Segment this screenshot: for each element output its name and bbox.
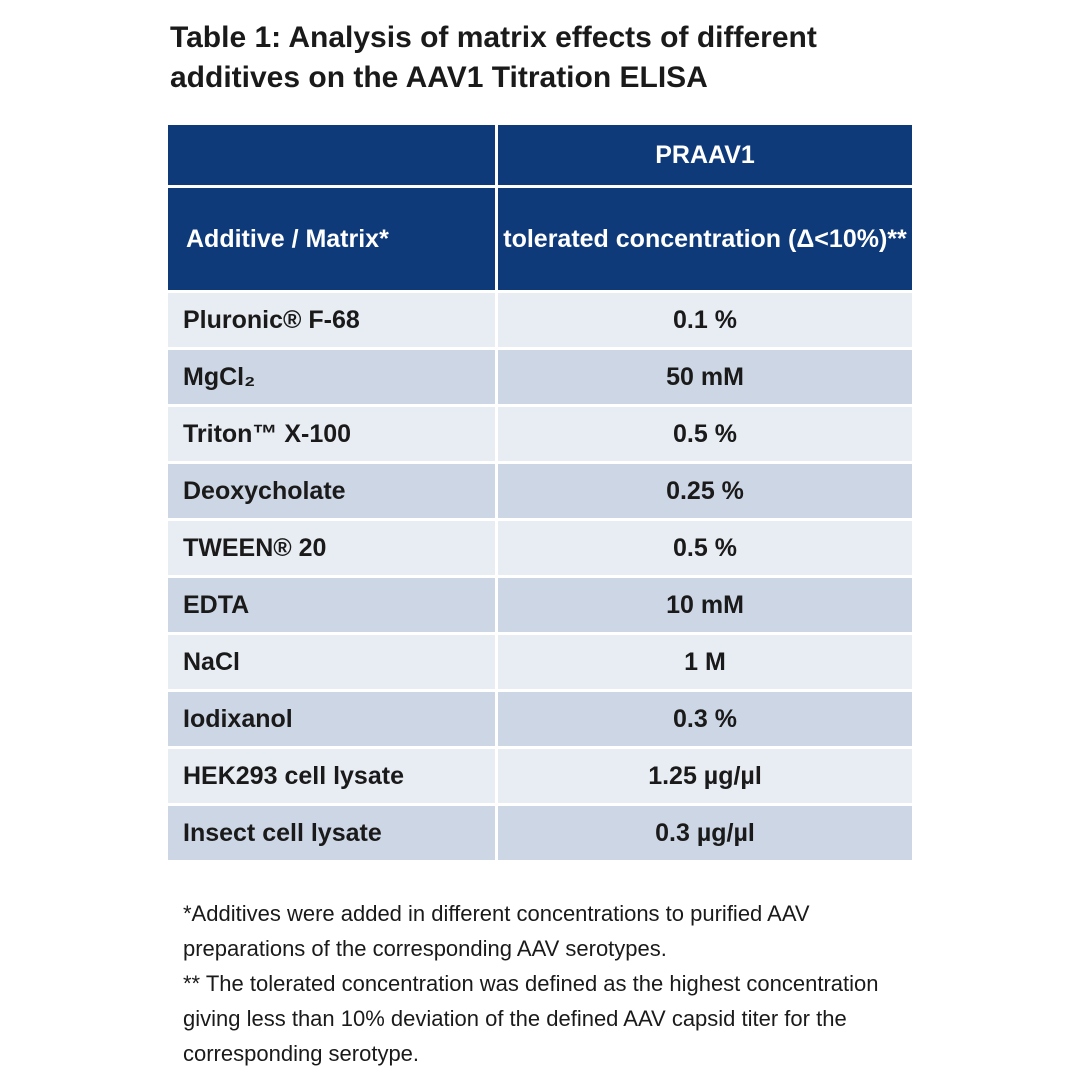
table-title: Table 1: Analysis of matrix effects of d… bbox=[170, 21, 817, 94]
concentration-cell: 0.3 µg/µl bbox=[498, 806, 912, 860]
additive-cell: TWEEN® 20 bbox=[168, 521, 495, 575]
additive-cell: NaCl bbox=[168, 635, 495, 689]
concentration-cell: 50 mM bbox=[498, 350, 912, 404]
footnotes: *Additives were added in different conce… bbox=[183, 896, 913, 1071]
additive-cell: Iodixanol bbox=[168, 692, 495, 746]
group-header: PRAAV1 bbox=[498, 125, 912, 185]
concentration-cell: 1.25 µg/µl bbox=[498, 749, 912, 803]
footnote: *Additives were added in different conce… bbox=[183, 901, 810, 961]
table-row: Iodixanol 0.3 % bbox=[168, 692, 912, 746]
additive-cell: HEK293 cell lysate bbox=[168, 749, 495, 803]
table-body: Pluronic® F-68 0.1 % MgCl₂ 50 mM Triton™ X-1… bbox=[168, 293, 912, 860]
table-row: MgCl₂ 50 mM bbox=[168, 350, 912, 404]
additive-cell: Insect cell lysate bbox=[168, 806, 495, 860]
concentration-cell: 1 M bbox=[498, 635, 912, 689]
concentration-cell: 0.25 % bbox=[498, 464, 912, 518]
table-row: NaCl 1 M bbox=[168, 635, 912, 689]
table-row: HEK293 cell lysate 1.25 µg/µl bbox=[168, 749, 912, 803]
concentration-cell: 10 mM bbox=[498, 578, 912, 632]
concentration-cell: 0.5 % bbox=[498, 521, 912, 575]
column-header: tolerated concentration (Δ<10%)** bbox=[498, 188, 912, 290]
data-table: PRAAV1 Additive / Matrix* tolerated conc… bbox=[165, 122, 915, 863]
concentration-cell: 0.5 % bbox=[498, 407, 912, 461]
additive-cell: Triton™ X-100 bbox=[168, 407, 495, 461]
additive-cell: MgCl₂ bbox=[168, 350, 495, 404]
column-header: Additive / Matrix* bbox=[168, 188, 495, 290]
table-row: Deoxycholate 0.25 % bbox=[168, 464, 912, 518]
additive-cell: EDTA bbox=[168, 578, 495, 632]
table-row: Pluronic® F-68 0.1 % bbox=[168, 293, 912, 347]
table-row: TWEEN® 20 0.5 % bbox=[168, 521, 912, 575]
additive-cell: Deoxycholate bbox=[168, 464, 495, 518]
header-empty bbox=[168, 125, 495, 185]
table-row: Insect cell lysate 0.3 µg/µl bbox=[168, 806, 912, 860]
table-row: EDTA 10 mM bbox=[168, 578, 912, 632]
concentration-cell: 0.1 % bbox=[498, 293, 912, 347]
additive-cell: Pluronic® F-68 bbox=[168, 293, 495, 347]
table-row: Triton™ X-100 0.5 % bbox=[168, 407, 912, 461]
concentration-cell: 0.3 % bbox=[498, 692, 912, 746]
footnote: ** The tolerated concentration was defin… bbox=[183, 971, 879, 1066]
